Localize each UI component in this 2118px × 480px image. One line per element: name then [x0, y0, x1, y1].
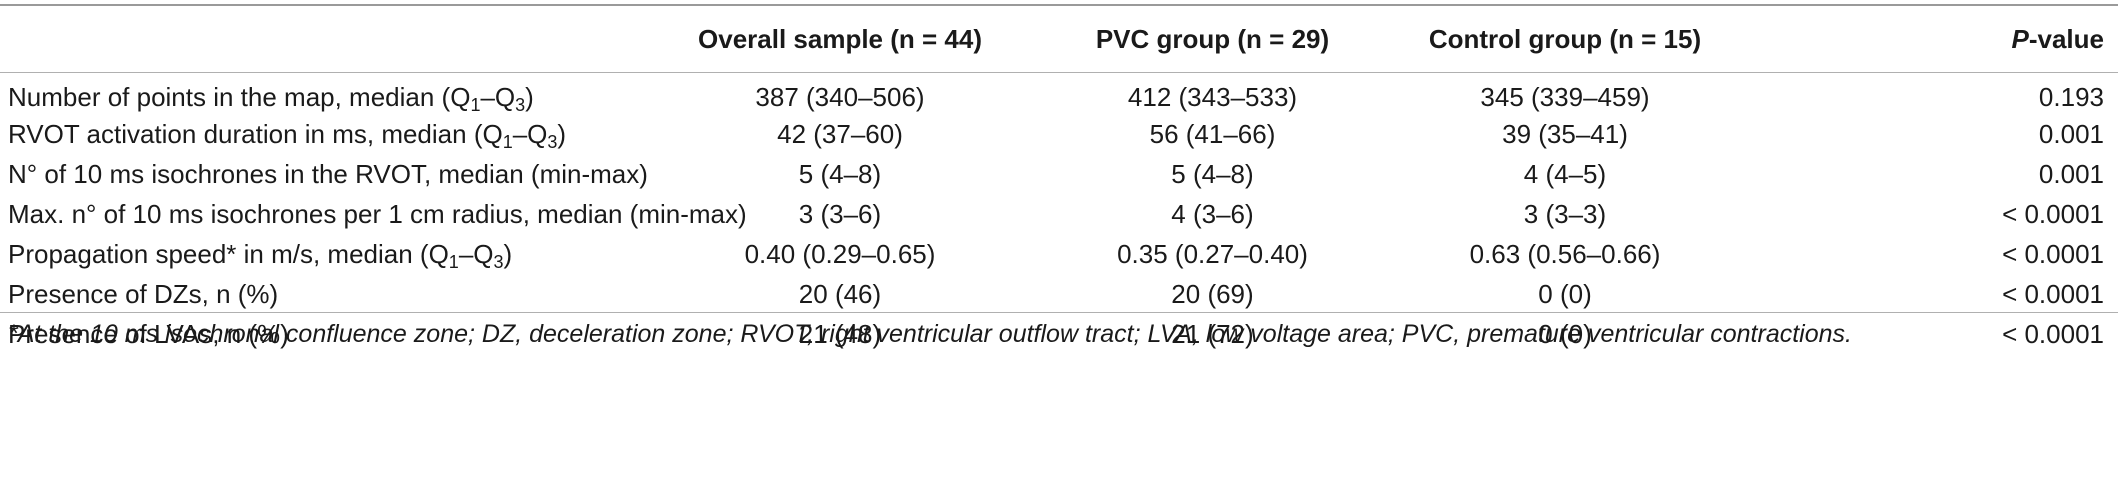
cell-overall: 3 (3–6): [798, 198, 882, 229]
cell-control: 0 (0): [1538, 318, 1592, 349]
header-control: Control group (n = 15): [1428, 23, 1702, 54]
row-label: Propagation speed* in m/s, median (Q1–Q3…: [8, 238, 513, 272]
cell-control: 0 (0): [1538, 278, 1592, 309]
results-table: Overall sample (n = 44) PVC group (n = 2…: [0, 0, 2118, 354]
row-label: Presence of DZs, n (%): [8, 278, 279, 309]
header-p-value: P-value: [2011, 23, 2105, 54]
table-row: Presence of LVAs, n (%) 21 (48) 21 (72) …: [0, 314, 2118, 354]
cell-pvc: 21 (72): [1171, 318, 1254, 349]
table-row: N° of 10 ms isochrones in the RVOT, medi…: [0, 154, 2118, 194]
table-footnote: *At the 10 ms isochronal confluence zone…: [8, 320, 1852, 348]
cell-pvc: 56 (41–66): [1149, 118, 1276, 149]
header-row: Overall sample (n = 44) PVC group (n = 2…: [0, 0, 2118, 74]
table-row: Presence of DZs, n (%) 20 (46) 20 (69) 0…: [0, 274, 2118, 314]
cell-overall: 21 (48): [798, 318, 882, 349]
cell-p-value: 0.001: [2038, 118, 2104, 149]
header-blank: [0, 0, 620, 74]
table-row: Number of points in the map, median (Q1–…: [0, 74, 2118, 114]
cell-p-value: < 0.0001: [2002, 238, 2104, 269]
cell-control: 4 (4–5): [1523, 158, 1607, 189]
table-header-rule: [0, 72, 2118, 73]
cell-overall: 5 (4–8): [798, 158, 882, 189]
cell-overall: 42 (37–60): [777, 118, 903, 149]
header-overall: Overall sample (n = 44): [698, 23, 982, 54]
cell-p-value: < 0.0001: [2002, 278, 2104, 309]
row-label: Presence of LVAs, n (%): [8, 318, 289, 349]
row-label: Max. n° of 10 ms isochrones per 1 cm rad…: [8, 198, 747, 229]
cell-control: 345 (339–459): [1480, 81, 1650, 112]
cell-overall: 0.40 (0.29–0.65): [744, 238, 936, 269]
cell-pvc: 5 (4–8): [1171, 158, 1254, 189]
cell-p-value: < 0.0001: [2002, 198, 2104, 229]
table-top-rule: [0, 4, 2118, 6]
cell-p-value: 0.193: [2038, 81, 2104, 112]
cell-p-value: 0.001: [2038, 158, 2104, 189]
cell-pvc: 20 (69): [1171, 278, 1254, 309]
cell-control: 39 (35–41): [1502, 118, 1628, 149]
cell-control: 3 (3–3): [1523, 198, 1607, 229]
header-pvc: PVC group (n = 29): [1095, 23, 1330, 54]
row-label: Number of points in the map, median (Q1–…: [8, 81, 534, 115]
cell-overall: 20 (46): [798, 278, 882, 309]
cell-p-value: < 0.0001: [2002, 318, 2104, 349]
table-row: Propagation speed* in m/s, median (Q1–Q3…: [0, 234, 2118, 274]
cell-pvc: 0.35 (0.27–0.40): [1117, 238, 1308, 269]
row-label: RVOT activation duration in ms, median (…: [8, 118, 567, 152]
cell-overall: 387 (340–506): [755, 81, 925, 112]
table-row: Max. n° of 10 ms isochrones per 1 cm rad…: [0, 194, 2118, 234]
table-row: RVOT activation duration in ms, median (…: [0, 114, 2118, 154]
cell-control: 0.63 (0.56–0.66): [1469, 238, 1661, 269]
cell-pvc: 412 (343–533): [1127, 81, 1298, 112]
row-label: N° of 10 ms isochrones in the RVOT, medi…: [8, 158, 648, 189]
cell-pvc: 4 (3–6): [1171, 198, 1254, 229]
table-bottom-rule: [0, 312, 2118, 313]
